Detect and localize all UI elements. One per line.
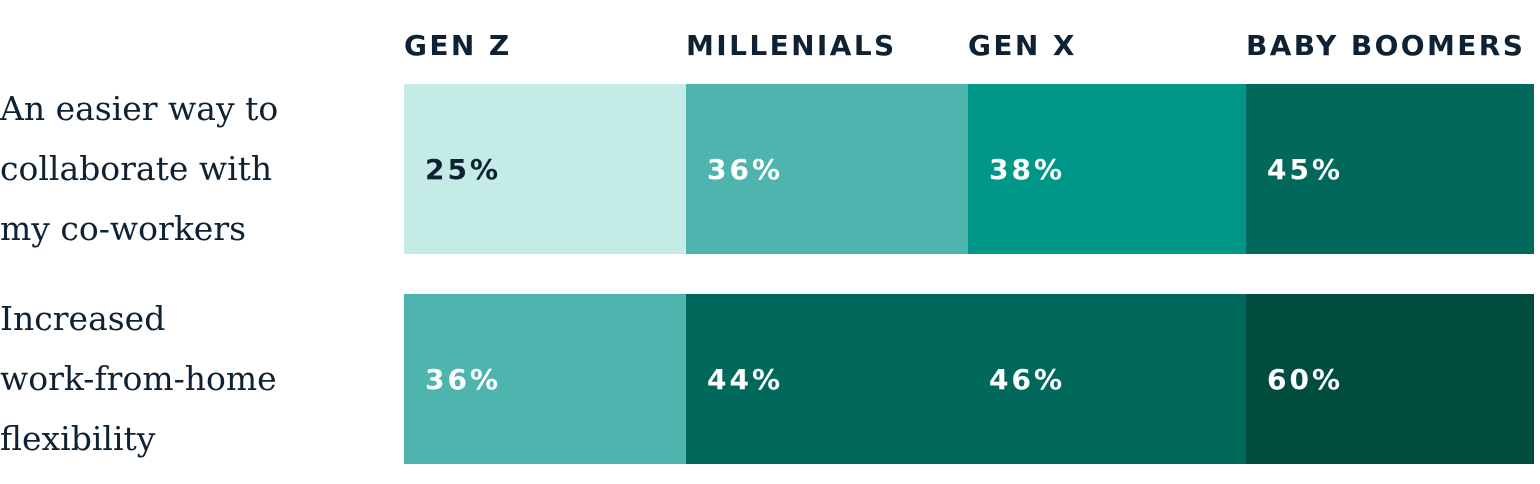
row-label-line: An easier way to	[0, 89, 279, 128]
cell-row2-gen-x: 46%	[968, 294, 1246, 464]
cell-row1-baby-boomers: 45%	[1246, 84, 1534, 254]
cell-value: 45%	[1267, 152, 1344, 186]
row-label-line: my co-workers	[0, 209, 247, 248]
cell-row2-gen-z: 36%	[404, 294, 686, 464]
column-header-baby-boomers: BABY BOOMERS	[1246, 29, 1526, 62]
row-label-line: work-from-home	[0, 359, 277, 398]
cell-row1-gen-x: 38%	[968, 84, 1246, 254]
cell-value: 25%	[425, 152, 502, 186]
column-header-gen-x: GEN X	[968, 29, 1077, 62]
cell-row2-baby-boomers: 60%	[1246, 294, 1534, 464]
column-header-millenials: MILLENIALS	[686, 29, 897, 62]
column-header-gen-z: GEN Z	[404, 29, 512, 62]
cell-value: 46%	[989, 362, 1066, 396]
cell-row1-millenials: 36%	[686, 84, 968, 254]
row-label-collaborate: An easier way to collaborate with my co-…	[0, 79, 390, 259]
cell-value: 36%	[425, 362, 502, 396]
row-label-line: collaborate with	[0, 149, 273, 188]
row-label-line: flexibility	[0, 419, 156, 458]
cell-value: 38%	[989, 152, 1066, 186]
cell-row1-gen-z: 25%	[404, 84, 686, 254]
cell-row2-millenials: 44%	[686, 294, 968, 464]
row-label-work-from-home: Increased work-from-home flexibility	[0, 289, 390, 469]
row-label-line: Increased	[0, 299, 166, 338]
cell-value: 36%	[707, 152, 784, 186]
cell-value: 44%	[707, 362, 784, 396]
cell-value: 60%	[1267, 362, 1344, 396]
